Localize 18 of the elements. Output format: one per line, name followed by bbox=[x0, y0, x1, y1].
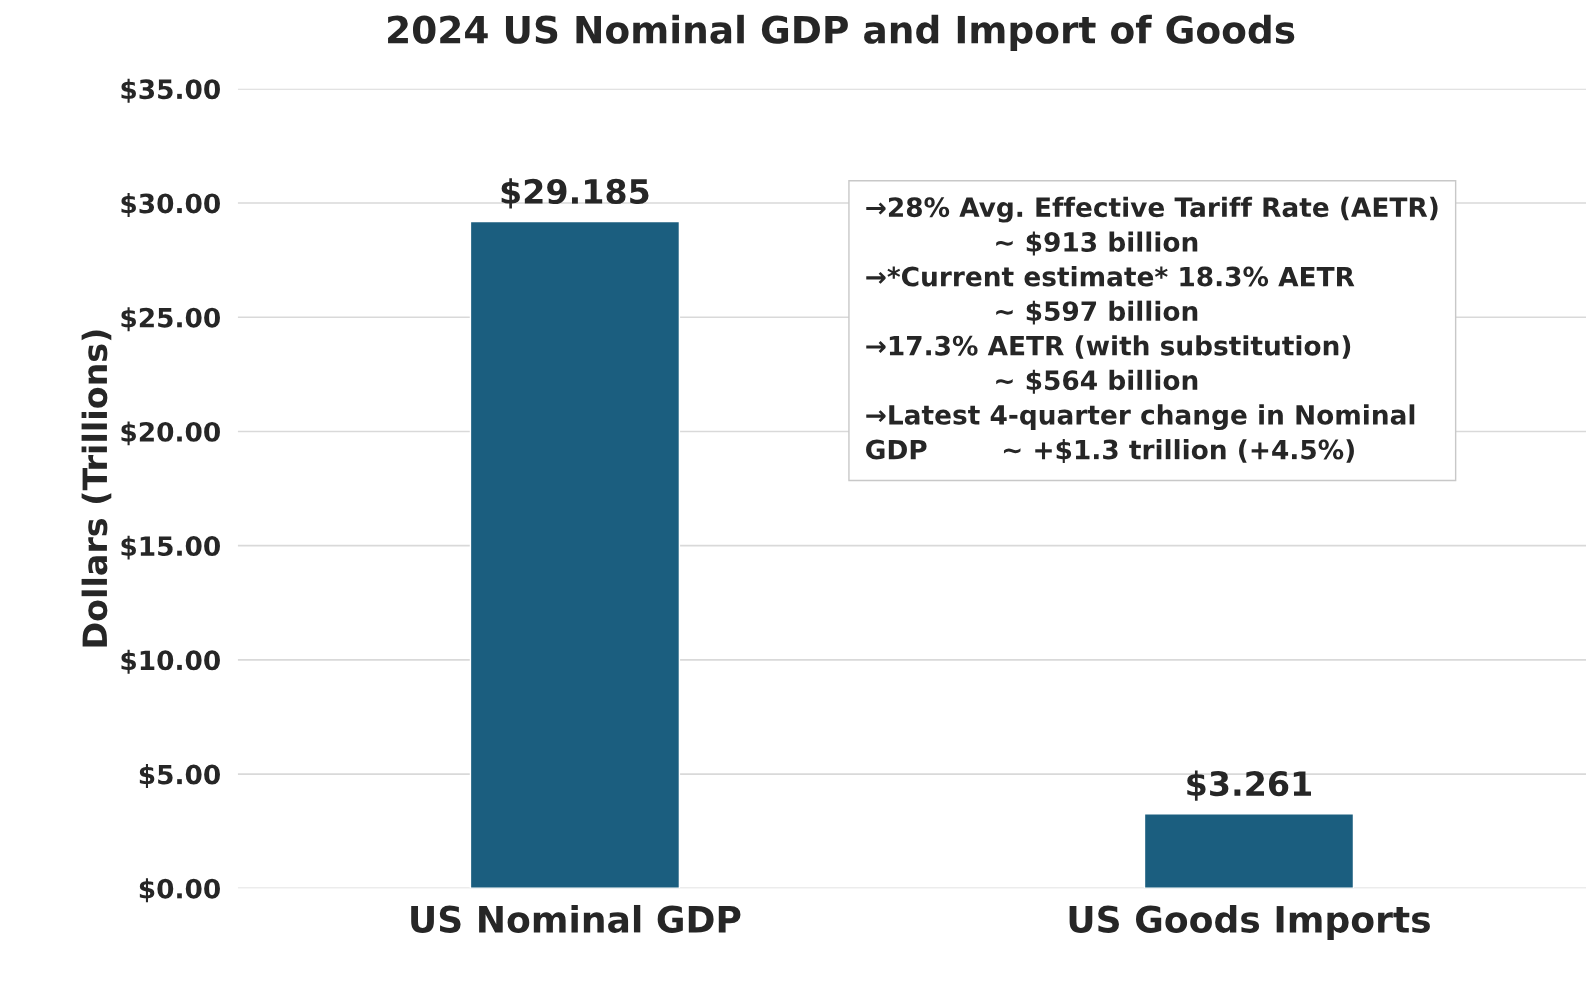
annotation: →28% Avg. Effective Tariff Rate (AETR) ~ $913 billion bbox=[866, 196, 1438, 256]
data-label: $3.261 bbox=[1187, 770, 1311, 801]
y-tick-label: $20.00 bbox=[121, 421, 220, 446]
y-tick-label: $10.00 bbox=[121, 649, 220, 674]
x-tick-label: US Nominal GDP bbox=[411, 904, 741, 933]
chart-title: 2024 US Nominal GDP and Import of Goods bbox=[388, 14, 1295, 52]
data-label: $29.185 bbox=[501, 178, 649, 209]
y-tick-label: $5.00 bbox=[139, 764, 220, 788]
y-tick-label: $35.00 bbox=[121, 78, 220, 103]
y-axis-title: Dollars (Trillions) bbox=[81, 330, 112, 647]
y-tick-label: $25.00 bbox=[121, 307, 220, 332]
y-tick-label: $0.00 bbox=[139, 878, 220, 903]
y-tick-label: $30.00 bbox=[121, 193, 220, 217]
x-tick-label: US Goods Imports bbox=[1069, 904, 1430, 940]
annotation: →17.3% AETR (with substitution) ~ $564 billion bbox=[866, 335, 1351, 394]
annotation: →*Current estimate* 18.3% AETR ~ $597 billion bbox=[866, 266, 1355, 325]
y-tick-label: $15.00 bbox=[121, 535, 220, 560]
annotation: →Latest 4-quarter change in Nominal GDP ~ +$1.3 trillion (+4.5%) bbox=[866, 404, 1415, 464]
